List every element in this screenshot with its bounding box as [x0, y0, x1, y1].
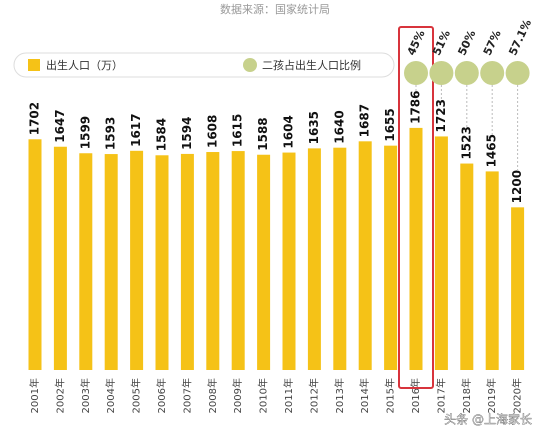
- x-tick-label: 2002年: [53, 378, 66, 413]
- bar: [333, 147, 347, 370]
- value-label: 1615: [231, 114, 245, 147]
- value-label: 1593: [104, 117, 118, 150]
- legend-label: 出生人口（万）: [46, 58, 123, 72]
- ratio-label: 57.1%: [506, 17, 534, 57]
- x-tick-label: 2005年: [130, 378, 143, 413]
- x-tick-label: 2015年: [384, 378, 397, 413]
- bar: [485, 171, 499, 370]
- bar: [104, 154, 118, 370]
- bar: [130, 150, 144, 370]
- ratio-label: 45%: [405, 28, 428, 57]
- value-label: 1635: [307, 111, 321, 144]
- value-label: 1687: [358, 104, 372, 137]
- bar: [460, 163, 474, 370]
- x-tick-label: 2012年: [307, 378, 320, 413]
- bar: [409, 127, 423, 370]
- ratio-dot: [480, 61, 505, 85]
- bar: [155, 155, 169, 370]
- bar: [434, 136, 448, 370]
- x-tick-label: 2001年: [28, 378, 41, 413]
- ratio-dot: [505, 61, 530, 85]
- value-label: 1584: [155, 118, 169, 151]
- x-tick-label: 2014年: [358, 378, 371, 413]
- bar: [53, 146, 67, 370]
- value-label: 1655: [383, 108, 397, 141]
- ratio-dot: [454, 61, 479, 85]
- bar: [206, 152, 220, 370]
- ratio-label: 57%: [481, 28, 504, 57]
- x-tick-label: 2013年: [333, 378, 346, 413]
- value-label: 1723: [434, 99, 448, 132]
- value-label: 1604: [282, 115, 296, 148]
- legend-label: 二孩占出生人口比例: [262, 58, 361, 72]
- value-label: 1617: [129, 113, 143, 146]
- x-tick-label: 2007年: [180, 378, 193, 413]
- value-label: 1594: [180, 117, 194, 150]
- x-tick-label: 2016年: [409, 378, 422, 413]
- value-label: 1200: [510, 170, 524, 203]
- ratio-dot: [404, 61, 428, 85]
- value-label: 1588: [256, 117, 270, 150]
- x-tick-label: 2003年: [79, 378, 92, 413]
- x-tick-label: 2017年: [434, 378, 447, 413]
- legend-box: [13, 52, 395, 78]
- value-label: 1647: [53, 109, 67, 142]
- highlight-box: [398, 26, 434, 389]
- value-label: 1786: [409, 90, 423, 123]
- bar: [79, 153, 93, 370]
- value-label: 1523: [459, 126, 473, 159]
- value-label: 1465: [485, 134, 499, 167]
- bar: [231, 151, 245, 370]
- bar: [282, 152, 296, 370]
- x-tick-label: 2006年: [155, 378, 168, 413]
- value-label: 1599: [78, 116, 92, 149]
- x-tick-label: 2018年: [460, 378, 473, 413]
- legend-swatch: [243, 58, 257, 72]
- ratio-dot: [429, 61, 454, 85]
- value-label: 1702: [28, 102, 42, 135]
- bar: [257, 154, 271, 370]
- x-tick-label: 2019年: [485, 378, 498, 413]
- x-tick-label: 2010年: [257, 378, 270, 413]
- x-tick-label: 2004年: [104, 378, 117, 413]
- x-tick-label: 2008年: [206, 378, 219, 413]
- bar: [28, 139, 42, 370]
- ratio-label: 50%: [455, 28, 478, 57]
- bar: [511, 207, 525, 370]
- watermark: 头条 @上海家长: [444, 412, 532, 427]
- x-tick-label: 2011年: [282, 378, 295, 413]
- source: 数据来源：国家统计局: [220, 2, 330, 16]
- bar: [384, 145, 398, 370]
- value-label: 1640: [332, 110, 346, 143]
- bar: [307, 148, 321, 370]
- value-label: 1608: [205, 115, 219, 148]
- bar: [180, 153, 194, 370]
- legend-swatch: [28, 59, 40, 71]
- x-tick-label: 2020年: [511, 378, 524, 413]
- bar: [358, 141, 372, 370]
- x-tick-label: 2009年: [231, 378, 244, 413]
